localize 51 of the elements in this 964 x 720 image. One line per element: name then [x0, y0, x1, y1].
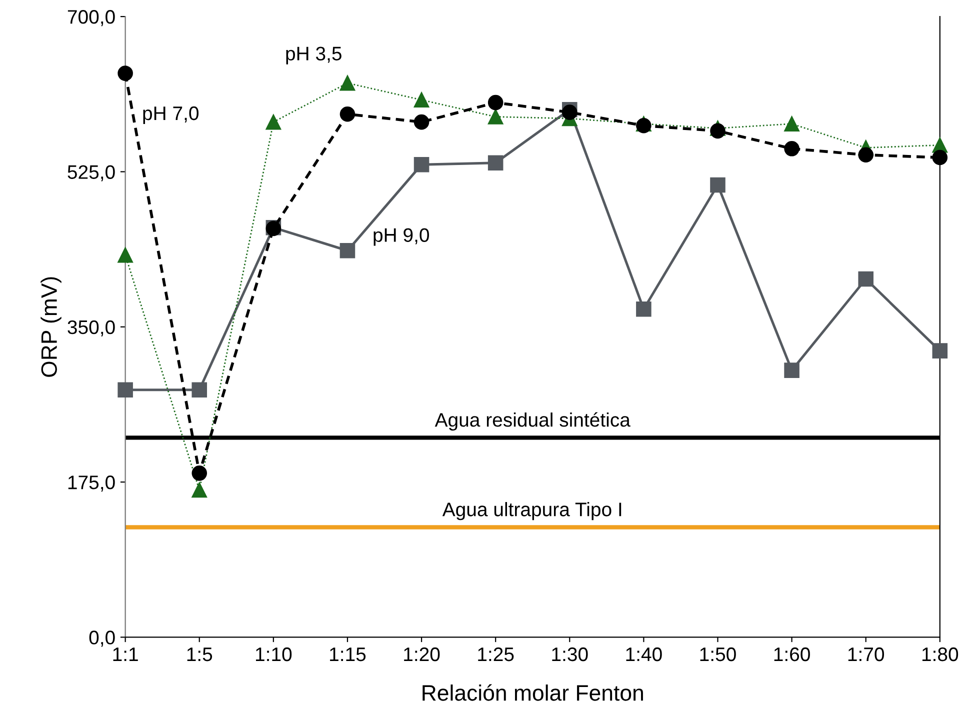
point [932, 150, 948, 166]
point [266, 114, 282, 130]
point [192, 466, 208, 481]
point [636, 118, 652, 134]
point [340, 242, 356, 258]
series-label: pH 3,5 [286, 46, 342, 64]
point [414, 114, 430, 130]
point [488, 109, 504, 124]
point [118, 66, 133, 81]
point [784, 362, 800, 378]
y-tick-label: 0,0 [89, 630, 115, 647]
x-axis-title: Relación molar Fenton [422, 684, 643, 701]
x-tick-label: 1:70 [848, 647, 884, 662]
x-tick-label: 1:40 [626, 647, 662, 662]
x-tick-label: 1:50 [700, 647, 736, 662]
x-tick-label: 1:10 [256, 647, 292, 662]
point [414, 156, 430, 172]
point [118, 382, 133, 398]
y-tick-label: 700,0 [68, 10, 115, 26]
point [784, 141, 800, 156]
point [488, 94, 504, 110]
series-label: pH 7,0 [143, 106, 199, 124]
point [192, 482, 208, 498]
point [488, 155, 504, 170]
point [858, 271, 874, 287]
y-axis-title: ORP (mV) [40, 277, 62, 377]
x-tick-label: 1:25 [478, 647, 514, 662]
point [932, 343, 948, 358]
x-tick-label: 1:60 [774, 647, 810, 662]
y-tick-label: 350,0 [68, 320, 115, 336]
x-tick-label: 1:30 [552, 647, 588, 662]
ref-line-label: Agua residual sintética [434, 412, 630, 431]
point [636, 302, 652, 317]
x-tick-label: 1:1 [113, 648, 138, 662]
y-tick-label: 525,0 [68, 165, 115, 182]
point [858, 147, 874, 163]
x-tick-label: 1:15 [330, 648, 366, 662]
x-tick-label: 1:20 [404, 647, 440, 662]
point [784, 116, 800, 132]
y-tick-label: 175,0 [68, 476, 115, 492]
point [340, 106, 356, 122]
ref-line-label: Agua ultrapura Tipo I [442, 502, 622, 520]
series-label: pH 9,0 [374, 228, 430, 246]
x-tick-label: 1:80 [922, 647, 958, 662]
point [340, 75, 356, 91]
x-tick-label: 1:5 [187, 648, 212, 662]
point [710, 177, 726, 193]
point [414, 92, 430, 108]
point [192, 382, 208, 398]
point [118, 247, 133, 263]
point [710, 123, 726, 139]
